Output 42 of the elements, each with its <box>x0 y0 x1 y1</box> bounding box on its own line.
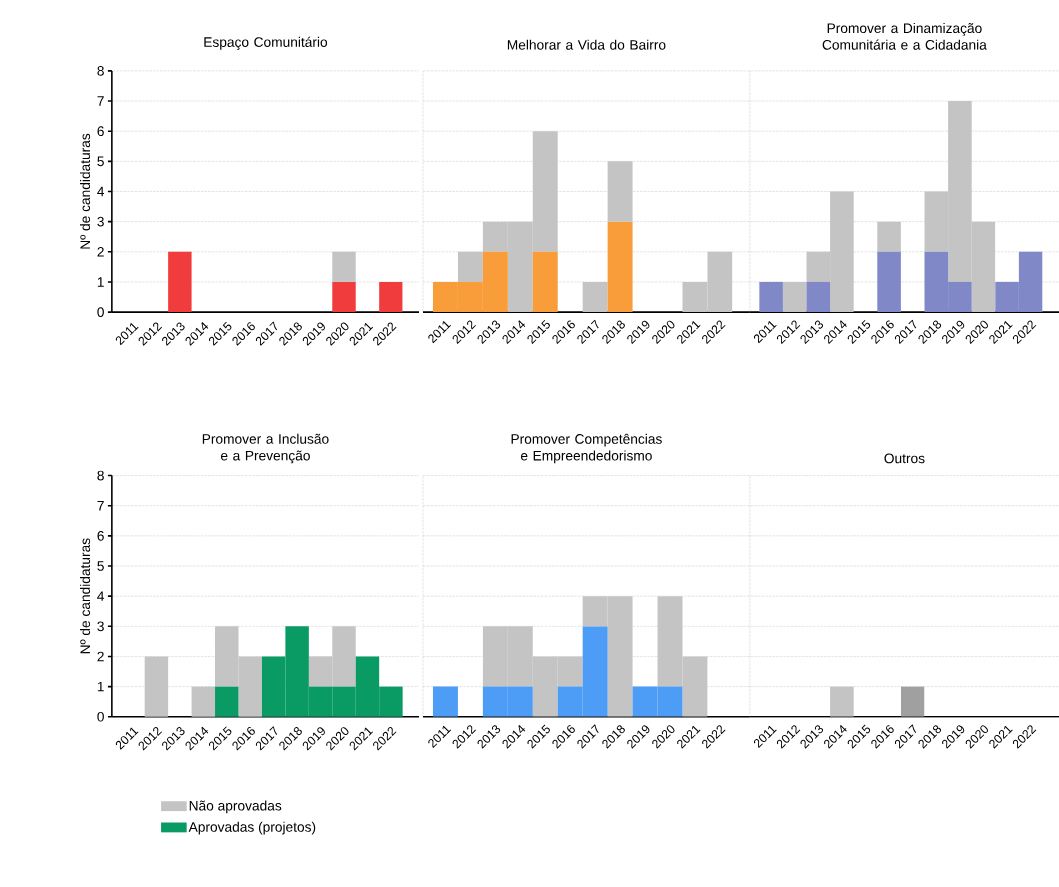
bar <box>877 251 901 313</box>
chart-title: Promover a Dinamização Comunitária e a Cidadania <box>822 22 987 50</box>
chart-title: Espaço Comunitário <box>204 36 328 50</box>
chart-title: Melhorar a Vida do Bairro <box>507 39 666 50</box>
bar <box>191 686 216 717</box>
y-tick-label: 5 <box>97 156 104 167</box>
bar <box>607 221 633 313</box>
y-tick-label: 4 <box>97 591 105 601</box>
y-axis-title: Nº de candidaturas <box>79 133 91 249</box>
bar <box>759 281 783 313</box>
bar <box>457 251 483 282</box>
y-tick-label: 8 <box>97 65 104 76</box>
y-tick-label: 2 <box>97 651 104 662</box>
bar <box>532 251 558 313</box>
bar <box>582 281 608 313</box>
bar <box>432 686 458 717</box>
legend-label: Não aprovadas <box>189 800 282 814</box>
y-tick-label: 5 <box>97 561 104 571</box>
y-axis-title: Nº de candidaturas <box>80 538 91 654</box>
bar <box>806 281 831 313</box>
chart-title: Promover Competências e Empreendedorismo <box>511 433 662 464</box>
y-tick-label: 4 <box>97 186 105 197</box>
y-tick-label: 8 <box>97 470 104 481</box>
y-tick-label: 6 <box>97 126 104 137</box>
bar <box>877 221 901 252</box>
y-tick-label: 2 <box>97 246 104 257</box>
chart-title: Promover a Inclusão e a Prevenção <box>202 433 329 464</box>
bar <box>607 161 633 222</box>
y-tick-label: 1 <box>97 681 104 692</box>
y-tick-label: 0 <box>97 307 104 317</box>
bar <box>215 686 239 717</box>
chart-title: Outros <box>884 453 925 464</box>
y-tick-label: 6 <box>97 530 104 541</box>
bar <box>782 281 807 313</box>
bar <box>144 656 169 717</box>
y-tick-label: 3 <box>97 621 104 632</box>
y-tick-label: 3 <box>97 216 104 227</box>
y-tick-label: 0 <box>97 711 104 722</box>
y-tick-label: 7 <box>97 500 104 511</box>
legend-label: Aprovadas (projetos) <box>188 821 316 835</box>
y-tick-label: 1 <box>97 277 104 287</box>
y-tick-label: 7 <box>97 96 104 106</box>
